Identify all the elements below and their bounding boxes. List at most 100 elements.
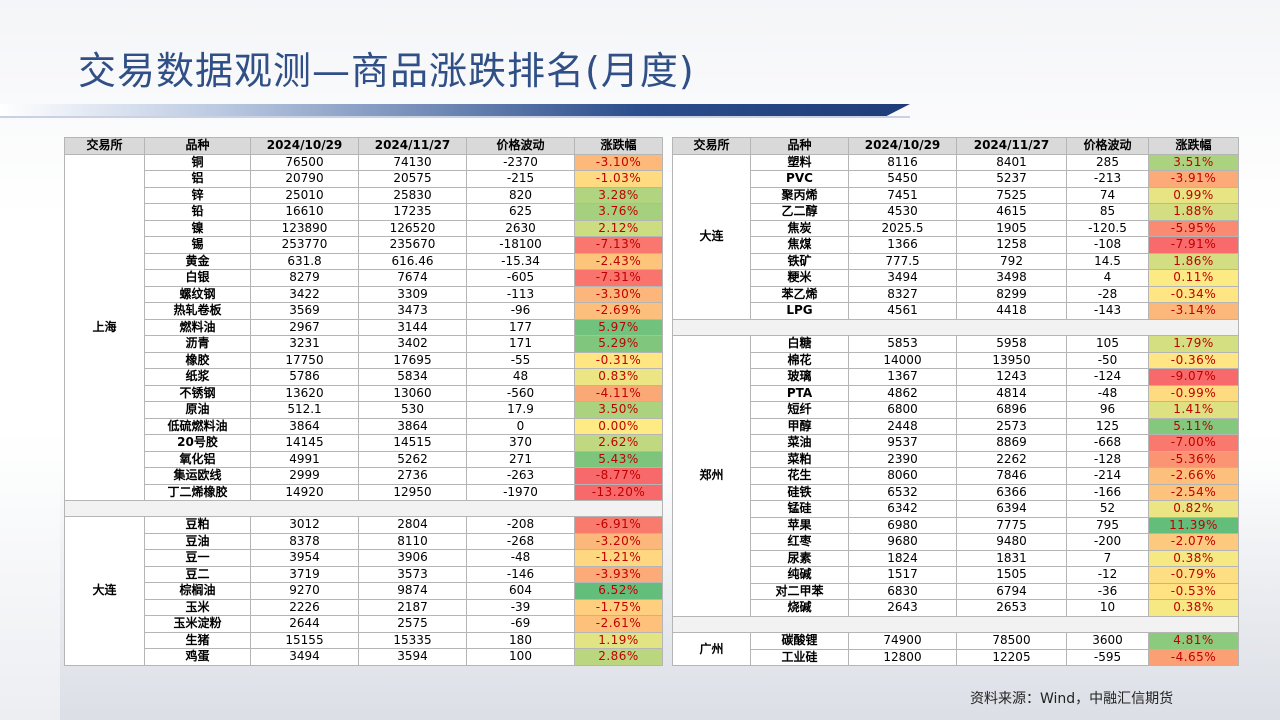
price-start-cell: 512.1 bbox=[250, 401, 359, 419]
product-cell: 菜油 bbox=[750, 434, 849, 452]
price-diff-cell: 625 bbox=[466, 203, 575, 221]
product-cell: 焦炭 bbox=[750, 219, 849, 237]
price-end-cell: 3573 bbox=[358, 565, 467, 583]
header-price-change: 价格波动 bbox=[1066, 137, 1149, 155]
price-diff-cell: -263 bbox=[466, 467, 575, 485]
table-row: 原油 512.1 530 17.9 3.50% bbox=[65, 401, 663, 419]
price-start-cell: 2999 bbox=[250, 467, 359, 485]
product-cell: 聚丙烯 bbox=[750, 186, 849, 204]
price-end-cell: 7846 bbox=[956, 467, 1067, 485]
product-cell: 橡胶 bbox=[144, 351, 251, 369]
price-diff-cell: 14.5 bbox=[1066, 252, 1149, 270]
table-row: 橡胶 17750 17695 -55 -0.31% bbox=[65, 351, 663, 369]
table-row: 广州 碳酸锂 74900 78500 3600 4.81% bbox=[672, 632, 1239, 666]
price-start-cell: 4530 bbox=[848, 203, 957, 221]
price-end-cell: 5237 bbox=[956, 170, 1067, 188]
pct-change-cell: -1.75% bbox=[574, 598, 663, 616]
pct-change-cell: -7.91% bbox=[1148, 236, 1239, 254]
price-end-cell: 1505 bbox=[956, 566, 1067, 584]
price-start-cell: 3864 bbox=[250, 417, 359, 435]
price-start-cell: 8327 bbox=[848, 285, 957, 303]
price-end-cell: 5262 bbox=[358, 450, 467, 468]
price-start-cell: 14000 bbox=[848, 351, 957, 369]
pct-change-cell: 5.43% bbox=[574, 450, 663, 468]
table-row: 螺纹钢 3422 3309 -113 -3.30% bbox=[65, 285, 663, 303]
price-end-cell: 9874 bbox=[358, 582, 467, 600]
table-row: 对二甲苯 6830 6794 -36 -0.53% bbox=[673, 582, 1239, 600]
product-cell: 铜 bbox=[144, 153, 251, 171]
price-diff-cell: 4 bbox=[1066, 269, 1149, 287]
price-diff-cell: 100 bbox=[466, 648, 575, 666]
product-cell: 豆粕 bbox=[144, 516, 251, 534]
price-end-cell: 5834 bbox=[358, 368, 467, 386]
price-diff-cell: -36 bbox=[1066, 582, 1149, 600]
product-cell: 丁二烯橡胶 bbox=[144, 483, 251, 501]
price-end-cell: 8110 bbox=[358, 532, 467, 550]
pct-change-cell: 11.39% bbox=[1148, 516, 1239, 534]
price-end-cell: 8869 bbox=[956, 434, 1067, 452]
price-end-cell: 8299 bbox=[956, 285, 1067, 303]
pct-change-cell: -4.65% bbox=[1148, 648, 1239, 666]
price-diff-cell: -55 bbox=[466, 351, 575, 369]
table-row: 棉花 14000 13950 -50 -0.36% bbox=[673, 351, 1239, 369]
price-diff-cell: 10 bbox=[1066, 599, 1149, 617]
price-diff-cell: -124 bbox=[1066, 368, 1149, 386]
pct-change-cell: 1.19% bbox=[574, 631, 663, 649]
price-diff-cell: 285 bbox=[1066, 153, 1149, 171]
table-row: 不锈钢 13620 13060 -560 -4.11% bbox=[65, 384, 663, 402]
price-diff-cell: -215 bbox=[466, 170, 575, 188]
price-diff-cell: 3600 bbox=[1066, 632, 1149, 650]
table-row: 锰硅 6342 6394 52 0.82% bbox=[673, 500, 1239, 518]
exchange-cell: 大连 bbox=[64, 516, 145, 666]
header-exchange: 交易所 bbox=[64, 137, 145, 155]
price-diff-cell: -268 bbox=[466, 532, 575, 550]
price-end-cell: 1905 bbox=[956, 219, 1067, 237]
price-start-cell: 8279 bbox=[250, 269, 359, 287]
price-end-cell: 3498 bbox=[956, 269, 1067, 287]
table-row: 豆二 3719 3573 -146 -3.93% bbox=[65, 565, 663, 583]
price-end-cell: 4814 bbox=[956, 384, 1067, 402]
price-end-cell: 14515 bbox=[358, 434, 467, 452]
pct-change-cell: -0.79% bbox=[1148, 566, 1239, 584]
price-diff-cell: 0 bbox=[466, 417, 575, 435]
table-row: 锡 253770 235670 -18100 -7.13% bbox=[65, 236, 663, 254]
table-header-row: 交易所 品种 2024/10/29 2024/11/27 价格波动 涨跌幅 bbox=[672, 137, 1239, 155]
price-diff-cell: 795 bbox=[1066, 516, 1149, 534]
price-start-cell: 1367 bbox=[848, 368, 957, 386]
price-start-cell: 2025.5 bbox=[848, 219, 957, 237]
table-row: 玻璃 1367 1243 -124 -9.07% bbox=[673, 368, 1239, 386]
exchange-cell: 郑州 bbox=[672, 335, 751, 617]
price-end-cell: 2804 bbox=[358, 516, 467, 534]
product-cell: 碳酸锂 bbox=[750, 632, 849, 650]
price-end-cell: 3309 bbox=[358, 285, 467, 303]
price-end-cell: 6366 bbox=[956, 483, 1067, 501]
price-end-cell: 4418 bbox=[956, 302, 1067, 320]
table-row: 铝 20790 20575 -215 -1.03% bbox=[65, 170, 663, 188]
table-row: 玉米 2226 2187 -39 -1.75% bbox=[65, 598, 663, 616]
separator-cell bbox=[64, 500, 663, 517]
product-cell: 棉花 bbox=[750, 351, 849, 369]
price-end-cell: 13060 bbox=[358, 384, 467, 402]
header-product: 品种 bbox=[144, 137, 251, 155]
price-end-cell: 74130 bbox=[358, 153, 467, 171]
price-end-cell: 126520 bbox=[358, 219, 467, 237]
price-start-cell: 9537 bbox=[848, 434, 957, 452]
pct-change-cell: -1.21% bbox=[574, 549, 663, 567]
price-end-cell: 25830 bbox=[358, 186, 467, 204]
price-start-cell: 3012 bbox=[250, 516, 359, 534]
price-diff-cell: 74 bbox=[1066, 186, 1149, 204]
price-start-cell: 1517 bbox=[848, 566, 957, 584]
table-row: 纯碱 1517 1505 -12 -0.79% bbox=[673, 566, 1239, 584]
table-row: 热轧卷板 3569 3473 -96 -2.69% bbox=[65, 302, 663, 320]
pct-change-cell: 6.52% bbox=[574, 582, 663, 600]
pct-change-cell: 0.83% bbox=[574, 368, 663, 386]
left-commodity-table: 交易所 品种 2024/10/29 2024/11/27 价格波动 涨跌幅 上海… bbox=[64, 137, 663, 666]
product-cell: 烧碱 bbox=[750, 599, 849, 617]
pct-change-cell: -3.10% bbox=[574, 153, 663, 171]
pct-change-cell: 2.86% bbox=[574, 648, 663, 666]
product-cell: 粳米 bbox=[750, 269, 849, 287]
price-start-cell: 3231 bbox=[250, 335, 359, 353]
pct-change-cell: -2.54% bbox=[1148, 483, 1239, 501]
price-start-cell: 2226 bbox=[250, 598, 359, 616]
price-start-cell: 25010 bbox=[250, 186, 359, 204]
